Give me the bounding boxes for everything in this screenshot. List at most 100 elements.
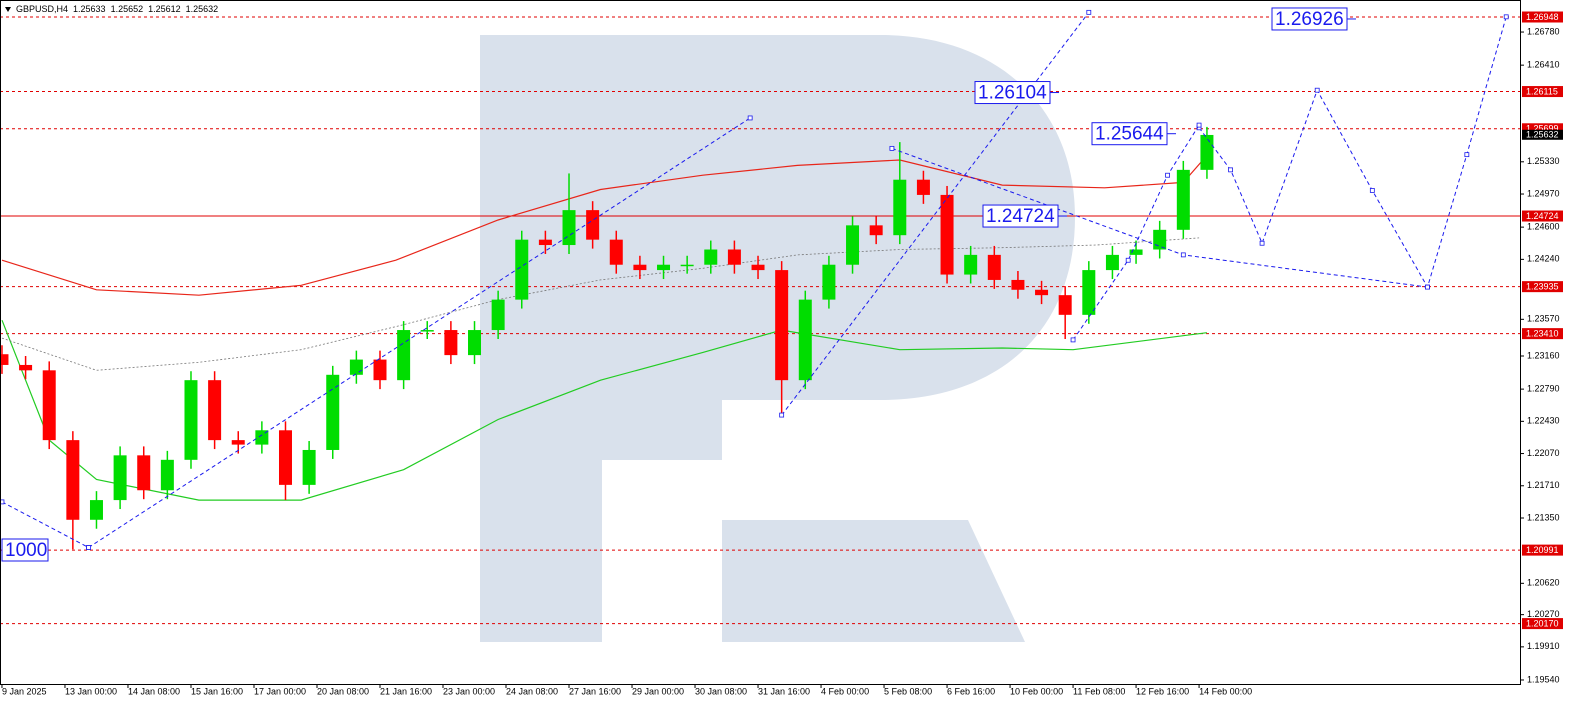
candle-body [208,380,222,441]
header-value: 1.25652 [111,4,144,14]
candle-body [822,264,836,300]
x-tick-label: 23 Jan 00:00 [443,686,495,696]
x-tick-label: 12 Feb 16:00 [1136,686,1189,696]
level-label: 1.26948 [1526,12,1559,22]
y-tick-label: 1.21350 [1527,512,1560,522]
menu-arrow[interactable] [5,7,11,12]
forecast-point [1259,240,1265,246]
forecast-point [1464,152,1470,158]
candle-body [798,299,812,381]
candle-body [987,254,1001,280]
level-label-box [1522,86,1563,98]
symbol: GBPUSD,H4 [16,4,68,14]
level-label: 1.25699 [1526,124,1559,134]
candle-body [349,359,363,375]
candle-body [916,179,930,195]
forecast-label: 1.25644 [1095,124,1164,145]
candle-body [964,254,978,275]
candle-body [1082,270,1096,315]
forecast-label: 1.24724 [986,206,1055,227]
forecast-line [1,501,89,548]
y-tick-label: 1.23570 [1527,314,1560,324]
candle-body [137,455,151,491]
candle-body [846,225,860,265]
forecast-label: 1.26926 [1275,9,1344,30]
candle-body [893,179,907,236]
level-label: 1.23935 [1526,282,1559,292]
level-label-box [1522,210,1563,222]
x-tick-label: 9 Jan 2025 [2,686,47,696]
level-label: 1.20170 [1526,618,1559,628]
moving-average [1,155,1208,296]
candle-body [1058,295,1072,315]
forecast-point [1228,167,1233,173]
y-tick-label: 1.24240 [1527,254,1560,264]
level-label-box [1522,618,1563,630]
x-tick-label: 29 Jan 00:00 [632,686,684,696]
candle-body [1035,289,1049,296]
forecast-point [1425,284,1430,290]
x-tick-label: 14 Feb 00:00 [1199,686,1252,696]
level-label-box [1522,328,1563,340]
y-tick-label: 1.22070 [1527,448,1560,458]
candle-body [633,264,647,271]
forecast-point [1180,252,1186,258]
candle-body [538,239,552,246]
logo-bowl [602,35,1075,460]
forecast-point [747,115,753,121]
x-tick-label: 14 Jan 08:00 [128,686,180,696]
candle-body [1129,249,1143,255]
candle-body [373,359,387,381]
forecast-point [1070,337,1076,343]
moving-average [1,319,1207,501]
candle-body [1200,134,1214,170]
candle-body [586,210,600,240]
y-tick-label: 1.26780 [1527,26,1560,36]
level-label-box [1522,544,1563,556]
forecast-point [0,499,5,505]
forecast-label: 1.26104 [978,83,1047,104]
x-tick-label: 4 Feb 00:00 [821,686,869,696]
forecast-point [1503,14,1509,20]
current-price-label: 1.25632 [1526,130,1559,140]
x-tick-label: 13 Jan 00:00 [65,686,117,696]
y-tick-label: 1.25330 [1527,156,1560,166]
x-tick-label: 20 Jan 08:00 [317,686,369,696]
candle-body [397,330,411,381]
candle-body [1153,229,1167,250]
candle-body [704,249,718,265]
header-value: 1.25633 [73,4,106,14]
candle-body [89,500,103,520]
x-tick-label: 30 Jan 08:00 [695,686,747,696]
level-label-box [1522,11,1563,23]
x-tick-label: 21 Jan 16:00 [380,686,432,696]
candle-body [1176,169,1190,230]
x-tick-label: 15 Jan 16:00 [191,686,243,696]
candle-body [940,194,954,275]
candle-body [278,430,292,485]
current-price-box [1522,129,1563,140]
x-tick-label: 17 Jan 00:00 [254,686,306,696]
candle-body [19,364,33,371]
candle-body [491,299,505,331]
level-label: 1.23410 [1526,329,1559,339]
candle-body [468,330,482,356]
forecast-point [1196,122,1202,128]
candle-body [515,239,529,300]
candle-body [113,455,127,501]
y-tick-label: 1.20270 [1527,609,1560,619]
candle-body [420,330,434,332]
candle-body [255,430,269,445]
candle-body [326,374,340,450]
y-tick-label: 1.19910 [1527,641,1560,651]
forecast-line [1072,124,1200,341]
logo-bar [480,35,602,642]
header: GBPUSD,H4 1.25633 1.25652 1.25612 1.25632 [16,4,218,14]
candle-body [609,239,623,265]
y-tick-label: 1.20620 [1527,578,1560,588]
candle-body [562,210,576,246]
candle-body [1011,279,1025,290]
level-label: 1.20991 [1526,545,1559,555]
candle-body [869,225,883,236]
